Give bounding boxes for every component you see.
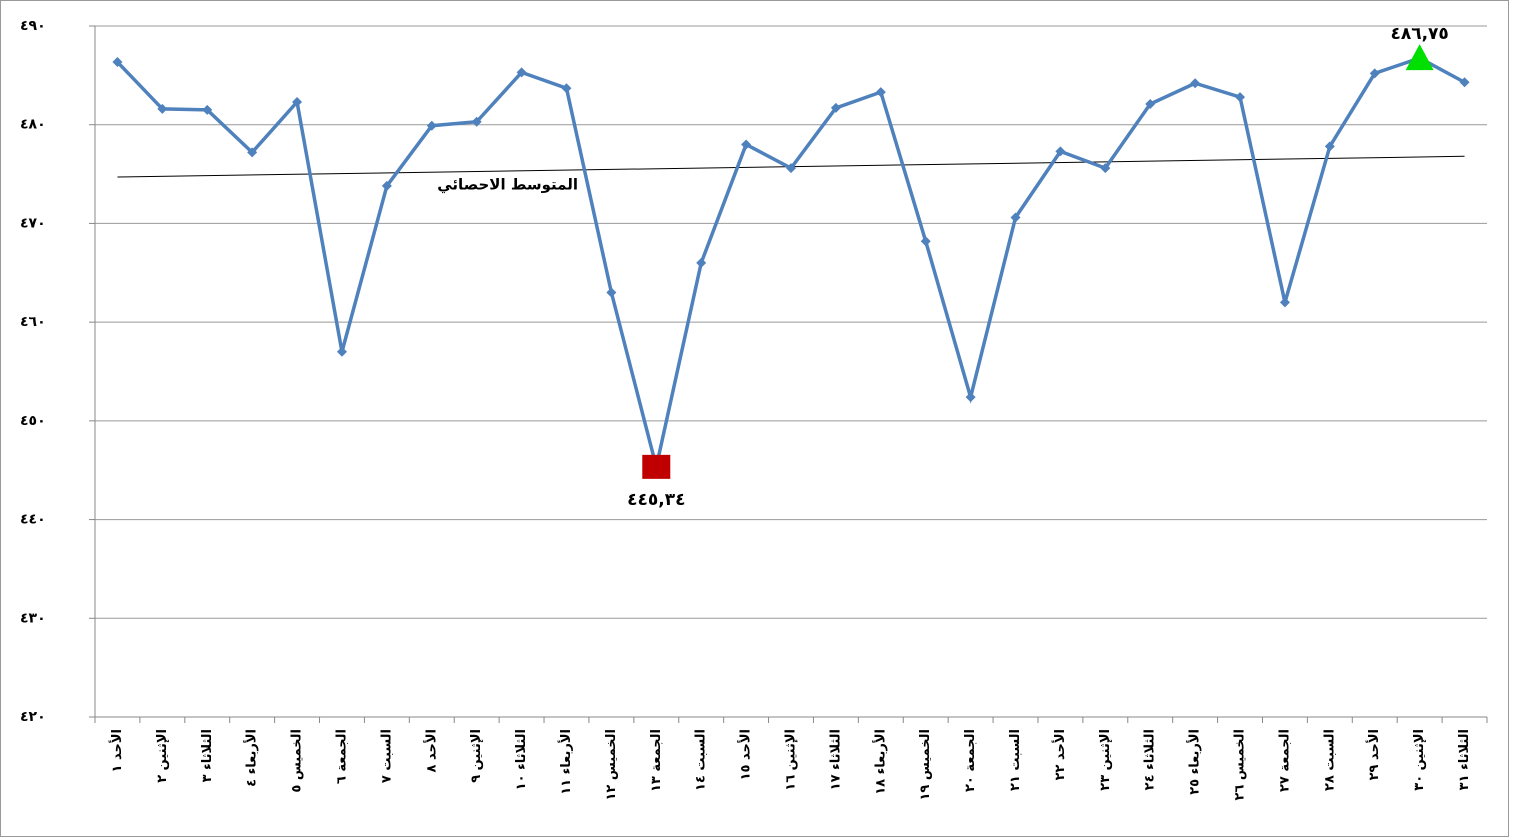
x-tick-label: الثلاثاء ٢٤ bbox=[1143, 729, 1158, 790]
point-marker bbox=[1459, 77, 1470, 88]
point-marker bbox=[426, 120, 437, 131]
x-tick-label: الأربعاء ٢٥ bbox=[1186, 729, 1203, 795]
point-marker bbox=[1100, 163, 1111, 174]
point-marker bbox=[920, 236, 931, 247]
x-tick-label: الأربعاء ١٨ bbox=[871, 729, 888, 795]
point-marker bbox=[1279, 297, 1290, 308]
point-marker bbox=[1369, 68, 1380, 79]
x-tick-label: الإثنين ١٦ bbox=[784, 729, 799, 791]
x-tick-label: الجمعة ١٣ bbox=[649, 729, 664, 792]
point-marker bbox=[516, 67, 527, 78]
point-marker bbox=[1190, 78, 1201, 89]
x-tick-label: الخميس ١٩ bbox=[918, 729, 933, 801]
point-marker bbox=[157, 103, 168, 114]
point-marker bbox=[875, 87, 886, 98]
point-marker bbox=[112, 57, 123, 68]
x-tick-label: السبت ١٤ bbox=[694, 729, 709, 791]
x-tick-label: الخميس ٢٦ bbox=[1233, 729, 1248, 801]
y-tick-label: ٤٣٠ bbox=[20, 610, 46, 626]
point-marker bbox=[830, 102, 841, 113]
point-marker bbox=[336, 346, 347, 357]
point-marker bbox=[965, 392, 976, 403]
x-tick-label: الثلاثاء ٣١ bbox=[1457, 729, 1472, 790]
point-marker bbox=[606, 287, 617, 298]
x-tick-label: الأربعاء ١١ bbox=[557, 729, 574, 795]
max-label: ٤٨٦,٧٥ bbox=[1390, 24, 1448, 44]
x-tick-label: الإثنين ٢٣ bbox=[1098, 729, 1113, 791]
x-tick-label: الإثنين ٢ bbox=[155, 729, 170, 783]
point-marker bbox=[202, 104, 213, 115]
x-tick-label: السبت ٢٨ bbox=[1322, 729, 1337, 791]
trend-label: المتوسط الاحصائي bbox=[437, 176, 578, 194]
x-tick-label: الأحد ٢٢ bbox=[1051, 729, 1068, 780]
point-marker bbox=[741, 139, 752, 150]
point-marker bbox=[471, 116, 482, 127]
x-tick-label: الإثنين ٣٠ bbox=[1412, 729, 1427, 791]
x-tick-label: الخميس ٥ bbox=[290, 729, 305, 793]
x-tick-label: الخميس ١٢ bbox=[604, 729, 619, 801]
x-tick-label: الجمعة ٢٠ bbox=[963, 729, 978, 792]
x-tick-label: الجمعة ٢٧ bbox=[1277, 729, 1292, 792]
y-tick-label: ٤٤٠ bbox=[20, 512, 46, 528]
point-marker bbox=[1235, 92, 1246, 103]
x-tick-label: الثلاثاء ١٧ bbox=[828, 729, 843, 790]
y-tick-label: ٤٨٠ bbox=[20, 117, 46, 133]
x-tick-label: الجمعة ٦ bbox=[334, 729, 349, 784]
x-tick-label: الأحد ٨ bbox=[422, 729, 439, 772]
y-tick-label: ٤٢٠ bbox=[20, 709, 46, 725]
x-tick-label: الأحد ١ bbox=[108, 729, 125, 772]
max-marker bbox=[1405, 44, 1434, 71]
x-tick-label: السبت ٧ bbox=[379, 729, 394, 783]
point-marker bbox=[292, 97, 303, 108]
x-tick-label: الأربعاء ٤ bbox=[243, 729, 260, 787]
x-tick-label: الثلاثاء ١٠ bbox=[514, 729, 529, 790]
x-tick-label: السبت ٢١ bbox=[1008, 729, 1023, 791]
point-marker bbox=[1145, 98, 1156, 109]
y-tick-label: ٤٩٠ bbox=[20, 18, 46, 34]
point-marker bbox=[786, 163, 796, 174]
min-marker bbox=[642, 454, 671, 479]
point-marker bbox=[247, 147, 258, 158]
x-tick-label: الإثنين ٩ bbox=[469, 729, 484, 783]
point-marker bbox=[1055, 146, 1066, 157]
point-marker bbox=[561, 83, 572, 94]
y-tick-label: ٤٧٠ bbox=[20, 215, 46, 231]
min-label: ٤٤٥,٣٤ bbox=[627, 490, 685, 510]
point-marker bbox=[1010, 212, 1021, 223]
point-marker bbox=[696, 257, 707, 268]
point-marker bbox=[1324, 141, 1335, 152]
point-marker bbox=[381, 180, 392, 191]
x-tick-label: الأحد ٢٩ bbox=[1365, 729, 1382, 780]
x-tick-label: الأحد ١٥ bbox=[737, 729, 754, 780]
x-tick-label: الثلاثاء ٣ bbox=[200, 729, 215, 782]
y-tick-label: ٤٥٠ bbox=[20, 413, 46, 429]
y-tick-label: ٤٦٠ bbox=[20, 314, 46, 330]
